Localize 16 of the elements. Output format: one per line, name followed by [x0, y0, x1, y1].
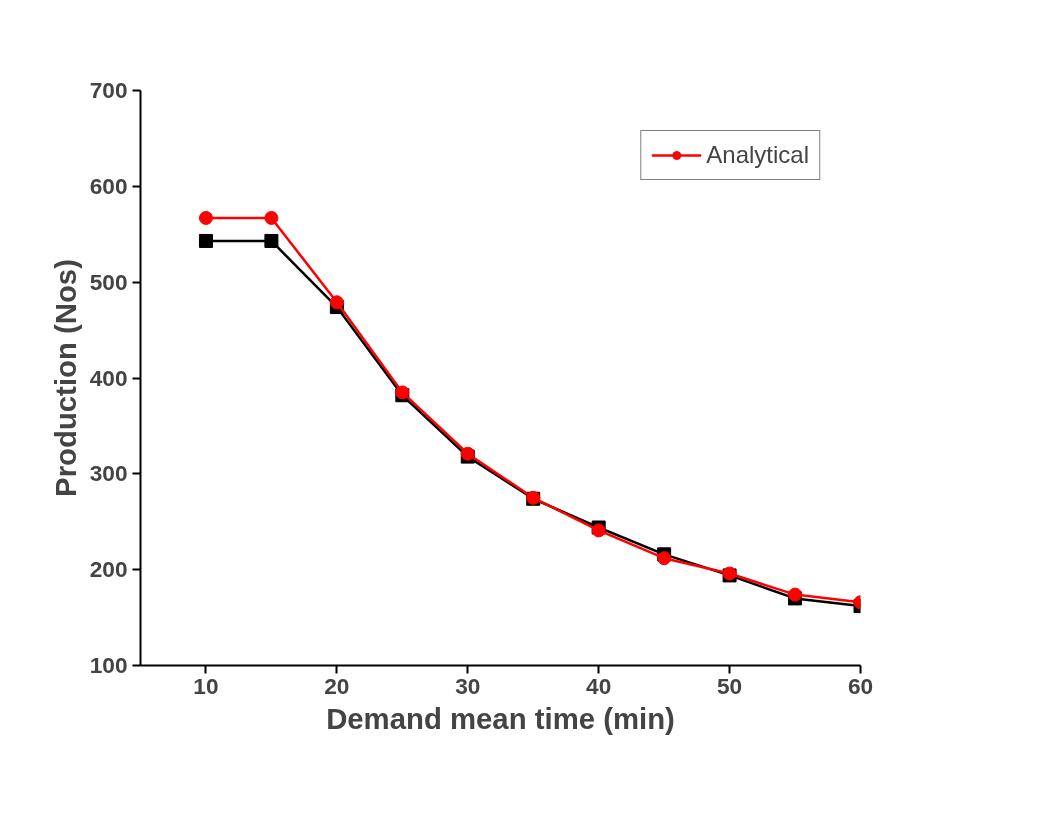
x-tick-label: 40 — [586, 672, 612, 699]
legend-label: Analytical — [706, 141, 809, 169]
x-tick-label: 10 — [193, 672, 219, 699]
y-tick-label: 200 — [89, 556, 128, 583]
x-tick-label: 20 — [324, 672, 350, 699]
x-tick-label: 60 — [847, 672, 874, 699]
y-tick-label: 600 — [89, 172, 128, 199]
y-tick-label: 300 — [89, 460, 128, 487]
y-tick-label: 400 — [89, 364, 128, 391]
y-tick-label: 100 — [89, 652, 128, 678]
x-axis-title: Demand mean time (min) — [326, 701, 675, 735]
x-tick-label: 50 — [716, 672, 743, 699]
y-tick-label: 700 — [89, 77, 128, 103]
x-tick-label: 30 — [455, 672, 481, 699]
y-tick-label: 500 — [89, 268, 128, 295]
y-axis-title: Production (Nos) — [48, 259, 82, 497]
